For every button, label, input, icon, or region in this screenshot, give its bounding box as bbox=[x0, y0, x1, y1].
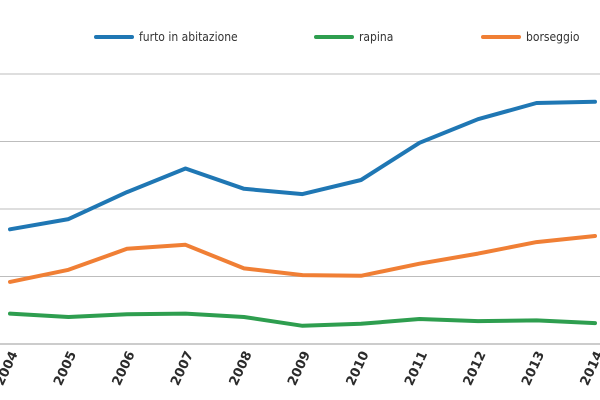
legend-label: borseggio bbox=[526, 30, 580, 44]
series-line-borseggio bbox=[8, 234, 597, 284]
x-tick-label: 2013 bbox=[519, 349, 548, 388]
series-line-furto-in-abitazione bbox=[8, 99, 597, 232]
x-tick-label: 2012 bbox=[461, 349, 490, 388]
x-tick-label: 2014 bbox=[578, 349, 600, 388]
x-tick-label: 2008 bbox=[227, 349, 256, 388]
x-axis-tick-labels: 2004 2005 2006 2007 2008 2009 2010 2011 2012 2013… bbox=[0, 349, 600, 388]
x-tick-label: 2010 bbox=[344, 349, 373, 388]
x-tick-label: 2004 bbox=[0, 349, 22, 388]
series-line-rapina bbox=[8, 311, 597, 328]
x-tick-label: 2005 bbox=[51, 349, 80, 388]
legend-label: rapina bbox=[359, 30, 393, 44]
legend-label: furto in abitazione bbox=[139, 30, 238, 44]
grid-lines bbox=[0, 73, 600, 345]
x-tick-label: 2009 bbox=[285, 349, 314, 388]
legend: furto in abitazione rapina borseggio bbox=[94, 30, 580, 44]
x-tick-label: 2007 bbox=[168, 349, 197, 388]
series-lines bbox=[8, 99, 597, 328]
x-tick-label: 2006 bbox=[110, 349, 139, 388]
x-tick-label: 2011 bbox=[402, 349, 431, 388]
